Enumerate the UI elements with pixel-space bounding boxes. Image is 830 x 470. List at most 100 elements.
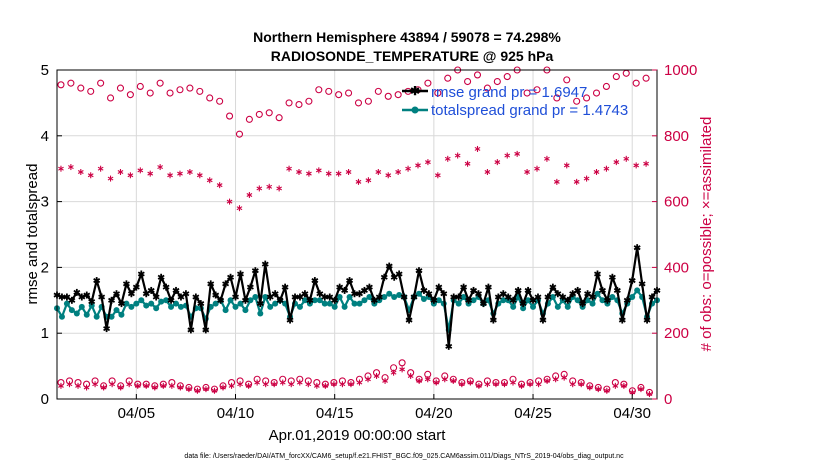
obs-possible-point xyxy=(117,85,123,91)
obs-assimilated-point xyxy=(455,153,460,159)
spread-point xyxy=(262,294,268,300)
y-axis-left: 0 1 2 3 4 5 xyxy=(41,62,62,408)
obs-possible-point xyxy=(445,75,451,81)
spread-point xyxy=(590,301,596,307)
obs-possible-point xyxy=(355,100,361,106)
obs-possible-point xyxy=(326,88,332,94)
obs-assimilated-low-point xyxy=(237,381,242,387)
y-right-tick-label-5: 1000 xyxy=(664,62,697,79)
spread-point xyxy=(133,301,139,307)
obs-possible-low-point xyxy=(399,360,405,366)
obs-assimilated-low-point xyxy=(289,381,294,387)
obs-assimilated-point xyxy=(594,169,599,175)
obs-assimilated-point xyxy=(346,169,351,175)
obs-assimilated-point xyxy=(554,179,559,185)
spread-point xyxy=(386,291,392,297)
spread-point xyxy=(555,304,561,310)
spread-point xyxy=(84,312,90,318)
rmse-point xyxy=(485,284,491,291)
y-right-tick-label-4: 800 xyxy=(664,128,689,145)
spread-point xyxy=(342,304,348,310)
obs-assimilated-point xyxy=(167,172,172,178)
spread-point xyxy=(74,310,80,316)
rmse-point xyxy=(99,294,105,301)
obs-assimilated-point xyxy=(515,151,520,157)
spread-point xyxy=(565,304,571,310)
obs-assimilated-point xyxy=(187,169,192,175)
rmse-point xyxy=(252,267,258,274)
obs-possible-point xyxy=(385,93,391,99)
rmse-point xyxy=(639,280,645,287)
spread-point xyxy=(118,312,124,318)
obs-possible-point xyxy=(504,74,510,80)
obs-assimilated-point xyxy=(158,164,163,170)
obs-assimilated-low-point xyxy=(67,381,72,387)
spread-point xyxy=(138,297,144,303)
rmse-point xyxy=(262,261,268,268)
legend-rmse-label: rmse grand pr = 1.6947 xyxy=(431,84,587,101)
obs-assimilated-point xyxy=(574,179,579,185)
obs-assimilated-point xyxy=(296,169,301,175)
rmse-point xyxy=(629,277,635,284)
obs-possible-point xyxy=(306,98,312,104)
x-tick-label-3: 04/20 xyxy=(415,405,453,422)
y-left-tick-label-5: 5 xyxy=(41,62,49,79)
obs-assimilated-point xyxy=(148,171,153,177)
obs-assimilated-low-point xyxy=(553,376,558,382)
obs-assimilated-point xyxy=(138,167,143,173)
obs-assimilated-low-point xyxy=(400,366,405,372)
obs-assimilated-low-point xyxy=(110,381,115,387)
obs-assimilated-point xyxy=(564,162,569,168)
rmse-point xyxy=(634,244,640,251)
y-right-tick-label-0: 0 xyxy=(664,391,672,408)
spread-point xyxy=(252,294,258,300)
obs-possible-point xyxy=(157,80,163,86)
obs-assimilated-point xyxy=(257,185,262,191)
obs-assimilated-point xyxy=(247,192,252,198)
x-tick-label-1: 04/10 xyxy=(217,405,255,422)
obs-assimilated-low-point xyxy=(536,381,541,387)
obs-possible-point xyxy=(296,102,302,108)
spread-point xyxy=(163,297,169,303)
obs-possible-point xyxy=(336,92,342,98)
y-left-tick-label-0: 0 xyxy=(41,391,49,408)
spread-point xyxy=(114,307,120,313)
y-left-tick-label-3: 3 xyxy=(41,194,49,211)
obs-assimilated-point xyxy=(386,172,391,178)
rmse-point xyxy=(94,277,100,284)
obs-possible-point xyxy=(316,87,322,93)
obs-assimilated-point xyxy=(435,172,440,178)
x-tick-label-5: 04/30 xyxy=(613,405,651,422)
obs-assimilated-low-point xyxy=(408,373,413,379)
spread-point xyxy=(233,304,239,310)
obs-assimilated-point xyxy=(505,153,510,159)
obs-assimilated-low-point xyxy=(127,381,132,387)
obs-assimilated-low-point xyxy=(365,376,370,382)
chart-title-line2: RADIOSONDE_TEMPERATURE @ 925 hPa xyxy=(271,48,554,64)
obs-assimilated-point xyxy=(614,159,619,165)
obs-assimilated-point xyxy=(534,166,539,172)
rmse-point xyxy=(446,343,452,350)
obs-possible-point xyxy=(365,98,371,104)
rmse-point xyxy=(490,317,496,324)
obs-assimilated-low-point xyxy=(263,381,268,387)
rmse-point xyxy=(540,317,546,324)
obs-possible-point xyxy=(197,88,203,94)
obs-possible-point xyxy=(88,88,94,94)
obs-assimilated-point xyxy=(68,164,73,170)
obs-possible-point xyxy=(623,70,629,76)
rmse-point xyxy=(312,277,318,284)
spread-point xyxy=(128,304,134,310)
obs-assimilated-low-point xyxy=(382,378,387,384)
obs-assimilated-point xyxy=(277,185,282,191)
obs-assimilated-point xyxy=(88,172,93,178)
chart-figure: Northern Hemisphere 43894 / 59078 = 74.2… xyxy=(0,0,830,470)
obs-assimilated-low-point xyxy=(297,380,302,386)
spread-point xyxy=(332,304,338,310)
spread-point xyxy=(242,307,248,313)
obs-assimilated-low-point xyxy=(255,380,260,386)
obs-possible-point xyxy=(474,72,480,78)
rmse-point xyxy=(203,326,209,333)
obs-possible-point xyxy=(217,98,223,104)
obs-assimilated-point xyxy=(475,146,480,152)
